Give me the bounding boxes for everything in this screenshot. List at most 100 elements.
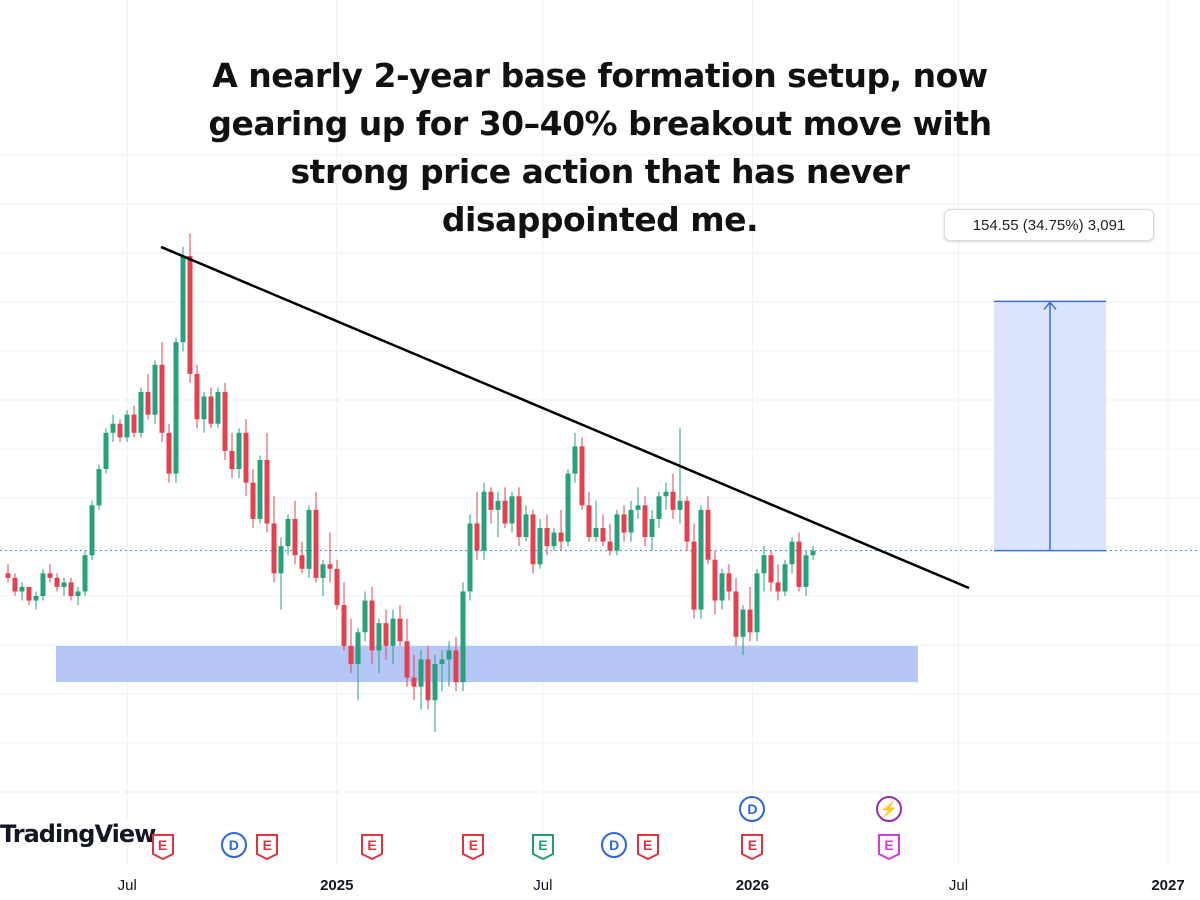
candle-up	[761, 555, 767, 574]
candle-up	[285, 518, 291, 547]
candle-up	[201, 396, 207, 420]
candle-down	[299, 555, 305, 569]
candle-up	[572, 446, 578, 474]
candle-down	[530, 514, 536, 565]
candle-down	[194, 373, 200, 420]
earnings-flag-shape	[462, 834, 485, 860]
candle-down	[334, 568, 340, 606]
earnings-flag-shape	[636, 834, 659, 860]
candle-up	[439, 659, 445, 664]
candle-down	[425, 659, 431, 701]
candle-up	[614, 514, 620, 551]
candle-up	[460, 591, 466, 683]
earnings-event-icon[interactable]: E	[459, 832, 487, 860]
earnings-event-icon[interactable]: E	[253, 832, 281, 860]
dividend-event-icon[interactable]: D	[601, 832, 628, 858]
candle-up	[96, 469, 102, 506]
candle-down	[558, 532, 564, 542]
candle-down	[292, 518, 298, 556]
target-arrow-head	[1043, 301, 1057, 310]
candle-up	[180, 256, 186, 343]
earnings-event-letter: E	[884, 837, 894, 853]
candle-down	[705, 509, 711, 560]
earnings-event-icon[interactable]: E	[149, 832, 177, 860]
candle-up	[649, 518, 655, 538]
x-axis-tick-label: 2026	[735, 877, 770, 894]
candle-down	[607, 541, 613, 551]
candle-up	[124, 414, 130, 438]
candle-up	[523, 514, 529, 538]
candle-down	[726, 573, 732, 592]
dividend-event-icon[interactable]: D	[739, 796, 766, 822]
candle-up	[152, 364, 158, 415]
candle-up	[593, 528, 599, 538]
candle-down	[747, 609, 753, 633]
candle-down	[621, 514, 627, 533]
candle-down	[341, 605, 347, 646]
earnings-event-letter: E	[262, 837, 272, 853]
candle-up	[810, 550, 816, 556]
x-axis-tick-label: Jul	[948, 877, 969, 894]
earnings-event-icon[interactable]: E	[529, 832, 557, 860]
x-axis-tick-label: Jul	[533, 877, 553, 894]
x-axis-tick-label: 2027	[1151, 877, 1185, 894]
candle-up	[677, 500, 683, 510]
candle-up	[138, 392, 144, 433]
dividend-event-icon[interactable]: D	[220, 832, 247, 858]
candle-up	[803, 555, 809, 587]
candle-up	[355, 632, 361, 664]
candle-up	[376, 623, 382, 651]
candle-up	[446, 650, 452, 660]
earnings-flag-shape	[151, 834, 174, 860]
candle-up	[320, 564, 326, 578]
candle-up	[173, 342, 179, 474]
candle-up	[740, 609, 746, 637]
candle-down	[411, 677, 417, 687]
candle-down	[670, 491, 676, 510]
downtrend-line	[160, 245, 970, 590]
earnings-event-letter: E	[747, 837, 758, 853]
earnings-event-icon[interactable]: E	[738, 832, 766, 860]
candle-up	[495, 500, 501, 510]
candle-down	[733, 591, 739, 637]
candle-down	[222, 392, 228, 451]
annotation-line: disappointed me.	[441, 200, 759, 239]
candle-down	[775, 582, 781, 592]
candle-up	[390, 618, 396, 646]
candle-down	[145, 392, 151, 415]
candle-down	[208, 396, 214, 424]
earnings-flag-shape	[878, 834, 901, 860]
candle-down	[579, 446, 585, 506]
candle-up	[40, 573, 46, 596]
candle-up	[509, 496, 515, 524]
candle-down	[68, 582, 74, 596]
earnings-flag-shape	[531, 834, 554, 860]
earnings-event-icon[interactable]: E	[875, 832, 903, 860]
candle-down	[117, 423, 123, 438]
candle-up	[61, 582, 67, 587]
earnings-event-letter: E	[367, 837, 377, 853]
candle-down	[488, 491, 494, 510]
annotation-line: strong price action that has never	[290, 152, 910, 191]
candle-down	[348, 645, 354, 664]
candle-down	[243, 432, 249, 483]
candle-up	[467, 523, 473, 592]
candle-up	[418, 659, 424, 687]
x-axis-tick-label: Jul	[117, 877, 137, 894]
earnings-flag-shape	[256, 834, 279, 860]
candle-down	[271, 523, 277, 574]
x-axis-tick-label: 2025	[320, 877, 354, 894]
earnings-event-icon[interactable]: E	[358, 832, 386, 860]
price-range-label: 154.55 (34.75%) 3,091	[944, 209, 1154, 241]
split-event-icon[interactable]: ⚡	[876, 796, 903, 822]
candle-up	[75, 591, 81, 596]
candle-down	[691, 541, 697, 610]
earnings-flag-shape	[361, 834, 384, 860]
candle-up	[306, 509, 312, 569]
candle-up	[635, 505, 641, 510]
earnings-event-icon[interactable]: E	[634, 832, 662, 860]
candle-down	[600, 528, 606, 542]
candle-down	[159, 364, 165, 433]
